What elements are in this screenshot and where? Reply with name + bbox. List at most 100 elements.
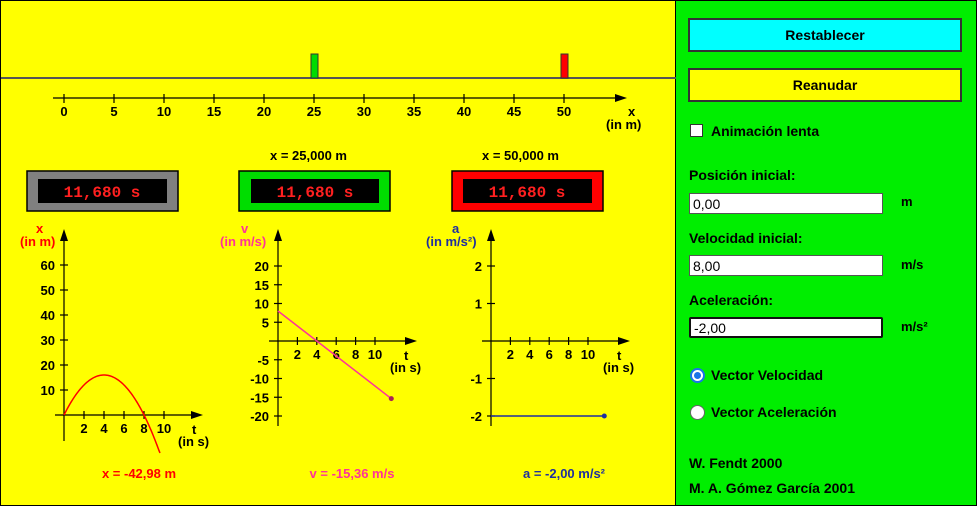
acceleration-graph-t-tick-label-2: 2 <box>507 347 514 362</box>
velocity-graph-y-tick-label-10: 10 <box>255 297 269 312</box>
initial-velocity-field[interactable] <box>689 255 883 276</box>
reset-button[interactable]: Restablecer <box>688 18 962 52</box>
acceleration-vector-label[interactable]: Vector Aceleración <box>711 404 837 420</box>
acceleration-graph-t-tick-label-4: 4 <box>526 347 534 362</box>
clock-main-value: 11,680 s <box>64 184 141 202</box>
acceleration-readout: a = -2,00 m/s² <box>523 466 606 481</box>
acceleration-graph-t-tick-label-10: 10 <box>581 347 595 362</box>
acceleration-graph-t-label: t <box>617 348 622 363</box>
clock-gate-1-display <box>251 179 379 203</box>
position-graph-y-tick-label-60: 60 <box>41 258 55 273</box>
velocity-graph-t-tick-label-2: 2 <box>294 347 301 362</box>
acceleration-graph-t-tick-label-6: 6 <box>546 347 553 362</box>
acceleration-graph-y-tick-label-2: 2 <box>475 259 482 274</box>
velocity-graph-y-tick-label--15: -15 <box>250 390 269 405</box>
velocity-graph-t-arrow <box>405 337 417 345</box>
clock-main: 11,680 s <box>26 170 179 212</box>
acceleration-graph-axis-label: a <box>452 221 460 236</box>
acceleration-graph-y-tick-label--1: -1 <box>470 372 482 387</box>
velocity-graph-axis-unit: (in m/s) <box>220 234 266 249</box>
control-panel: Restablecer Reanudar Animación lenta Pos… <box>676 0 977 506</box>
position-graph: x (in m) t (in s) x = -42,98 m 2 4 6 8 10 60 5… <box>20 221 209 481</box>
position-graph-y-tick-label-10: 10 <box>41 383 55 398</box>
slow-motion-label[interactable]: Animación lenta <box>711 123 820 139</box>
gate-2-marker[interactable] <box>560 53 569 79</box>
position-graph-y-arrow <box>60 229 68 241</box>
ruler-tick-label-0: 0 <box>60 104 67 119</box>
velocity-graph-y-tick-label--10: -10 <box>250 372 269 387</box>
gate-1-marker[interactable] <box>310 53 319 79</box>
velocity-graph-y-tick-label--20: -20 <box>250 409 269 424</box>
acceleration-endpoint <box>601 413 607 419</box>
velocity-graph-axis-label: v <box>241 221 249 236</box>
clock-gate-1-value: 11,680 s <box>277 184 354 202</box>
acceleration-label: Aceleración: <box>689 292 774 308</box>
velocity-endpoint <box>388 396 394 402</box>
ruler-tick-label-50: 50 <box>557 104 571 119</box>
initial-velocity-unit: m/s <box>901 257 924 272</box>
slow-motion-checkbox[interactable] <box>690 124 703 137</box>
velocity-graph-y-tick-label-15: 15 <box>255 278 269 293</box>
position-graph-axis-unit: (in m) <box>20 234 55 249</box>
position-readout: x = -42,98 m <box>102 466 176 481</box>
position-graph-y-tick-label-30: 30 <box>41 333 55 348</box>
position-graph-t-tick-label-4: 4 <box>100 421 108 436</box>
resume-button[interactable]: Reanudar <box>688 68 962 102</box>
velocity-graph-y-tick-label--5: -5 <box>257 353 269 368</box>
position-graph-t-label: t <box>192 422 197 437</box>
initial-position-label: Posición inicial: <box>689 167 796 183</box>
initial-velocity-label: Velocidad inicial: <box>689 230 803 246</box>
gate-2-position-label: x = 50,000 m <box>482 148 559 163</box>
velocity-graph-t-unit: (in s) <box>390 360 421 375</box>
clock-gate-2: 11,680 s <box>451 170 604 212</box>
position-graph-axis-label: x <box>36 221 44 236</box>
acceleration-field[interactable] <box>689 317 883 338</box>
simulation-canvas: x (in m) 0 5 10 15 20 25 30 35 40 45 50 x = 25,000… <box>0 0 677 506</box>
position-graph-y-tick-label-40: 40 <box>41 308 55 323</box>
position-graph-t-arrow <box>191 411 203 419</box>
velocity-readout: v = -15,36 m/s <box>310 466 395 481</box>
ruler-tick-label-10: 10 <box>157 104 171 119</box>
clock-main-display <box>38 179 167 203</box>
velocity-graph-t-tick-label-8: 8 <box>352 347 359 362</box>
initial-position-unit: m <box>901 194 913 209</box>
position-graph-y-tick-label-50: 50 <box>41 283 55 298</box>
velocity-graph-y-tick-label-20: 20 <box>255 259 269 274</box>
acceleration-vector-radio[interactable] <box>690 405 705 420</box>
ruler-tick-label-40: 40 <box>457 104 471 119</box>
simulation-drawing: x (in m) 0 5 10 15 20 25 30 35 40 45 50 x = 25,000… <box>1 53 677 481</box>
ruler-tick-label-25: 25 <box>307 104 321 119</box>
velocity-graph-y-tick-label-5: 5 <box>262 315 269 330</box>
credit-author: W. Fendt 2000 <box>689 455 783 471</box>
position-graph-t-tick-label-2: 2 <box>80 421 87 436</box>
ruler-tick-label-15: 15 <box>207 104 221 119</box>
velocity-vector-radio[interactable] <box>690 368 705 383</box>
ruler-tick-label-30: 30 <box>357 104 371 119</box>
velocity-graph-t-label: t <box>404 348 409 363</box>
clock-gate-2-value: 11,680 s <box>489 184 566 202</box>
ruler-tick-label-5: 5 <box>110 104 117 119</box>
position-graph-t-unit: (in s) <box>178 434 209 449</box>
ruler-tick-label-20: 20 <box>257 104 271 119</box>
acceleration-unit: m/s² <box>901 319 928 334</box>
clock-gate-1: 11,680 s <box>238 170 391 212</box>
credit-translator: M. A. Gómez García 2001 <box>689 480 855 496</box>
position-graph-t-tick-label-10: 10 <box>157 421 171 436</box>
ruler-tick-label-45: 45 <box>507 104 521 119</box>
ruler-tick-label-35: 35 <box>407 104 421 119</box>
acceleration-graph-t-unit: (in s) <box>603 360 634 375</box>
position-graph-y-tick-label-20: 20 <box>41 358 55 373</box>
acceleration-graph-t-arrow <box>618 337 630 345</box>
gate-1-position-label: x = 25,000 m <box>270 148 347 163</box>
acceleration-graph-axis-unit: (in m/s²) <box>426 234 477 249</box>
velocity-graph-y-arrow <box>274 229 282 241</box>
velocity-graph-t-tick-label-4: 4 <box>313 347 321 362</box>
position-graph-t-tick-label-6: 6 <box>120 421 127 436</box>
velocity-graph-t-tick-label-6: 6 <box>333 347 340 362</box>
initial-position-field[interactable] <box>689 193 883 214</box>
acceleration-graph-t-tick-label-8: 8 <box>565 347 572 362</box>
velocity-vector-label[interactable]: Vector Velocidad <box>711 367 824 383</box>
